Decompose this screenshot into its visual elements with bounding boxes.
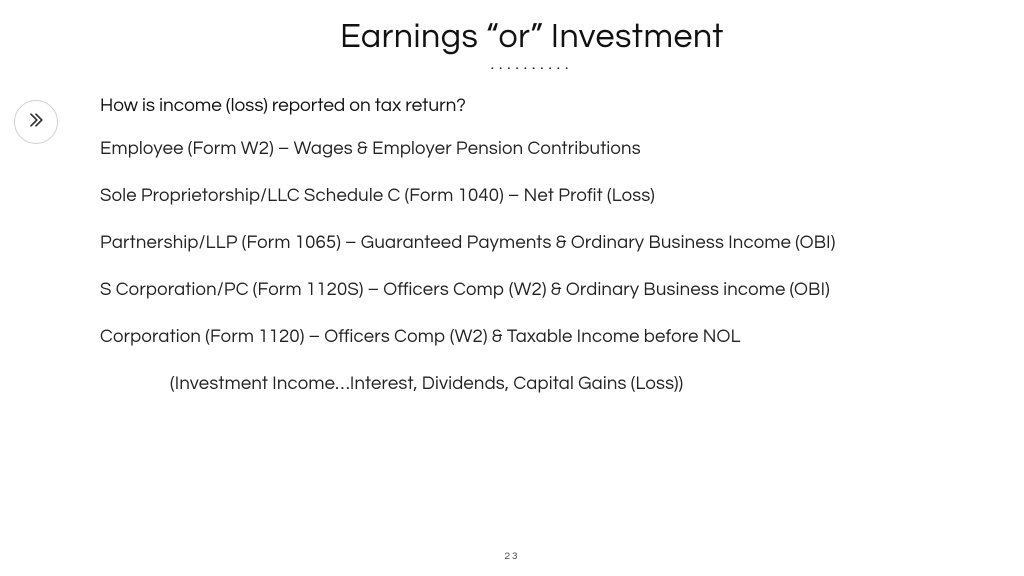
slide-title: Earnings “or” Investment xyxy=(100,20,964,55)
body-line: Corporation (Form 1120) – Officers Comp … xyxy=(100,325,964,350)
body-line: Sole Proprietorship/LLC Schedule C (Form… xyxy=(100,184,964,209)
title-dots: .......... xyxy=(100,57,964,73)
body-line: Employee (Form W2) – Wages & Employer Pe… xyxy=(100,137,964,162)
slide: Earnings “or” Investment .......... How … xyxy=(0,0,1024,576)
body-line: S Corporation/PC (Form 1120S) – Officers… xyxy=(100,278,964,303)
body-line: Partnership/LLP (Form 1065) – Guaranteed… xyxy=(100,231,964,256)
body-line-indent: (Investment Income…Interest, Dividends, … xyxy=(100,372,964,397)
question-heading: How is income (loss) reported on tax ret… xyxy=(100,95,964,115)
next-button[interactable] xyxy=(14,100,58,144)
page-number: 23 xyxy=(0,552,1024,562)
chevron-double-right-icon xyxy=(26,110,46,134)
